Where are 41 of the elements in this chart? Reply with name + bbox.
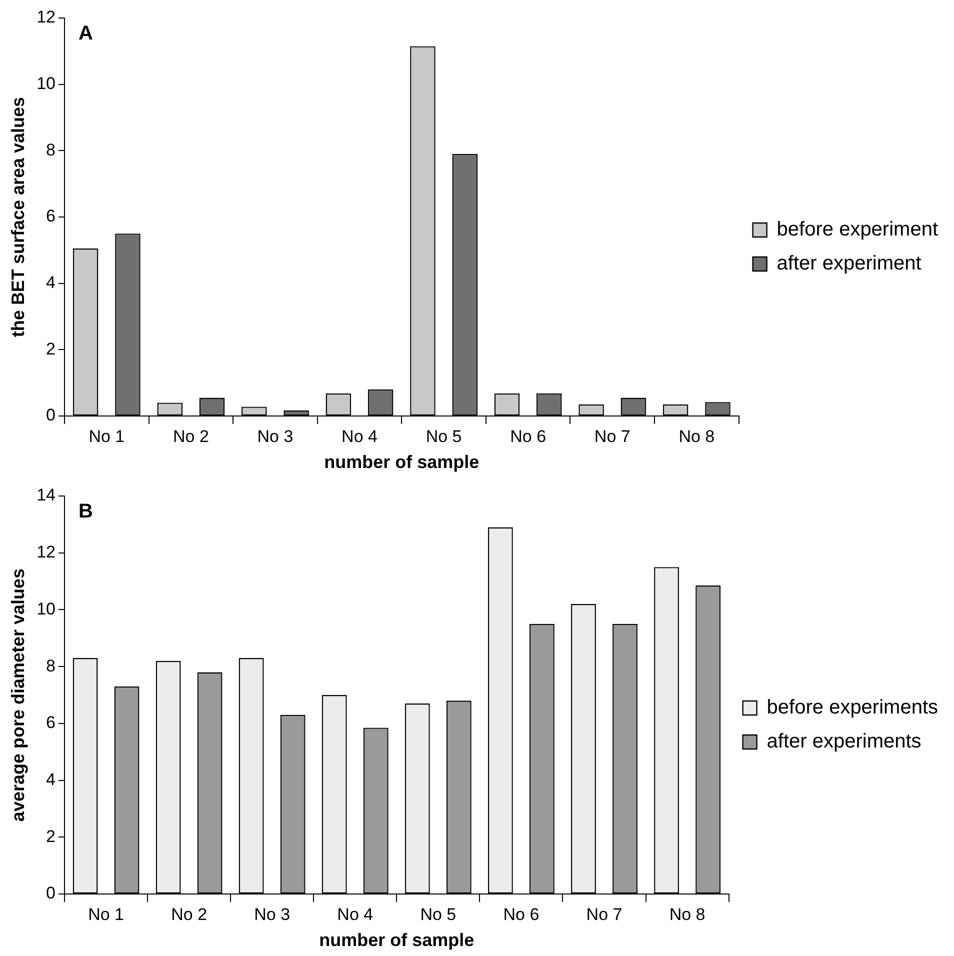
y-tick-label: 4 bbox=[46, 770, 56, 789]
y-tick-label: 14 bbox=[36, 486, 56, 505]
x-tick-label: No 5 bbox=[420, 904, 456, 924]
legend-label: after experiment bbox=[776, 252, 922, 275]
chart-title: A bbox=[78, 22, 93, 45]
x-tick-label: No 3 bbox=[254, 904, 290, 924]
y-tick-label: 10 bbox=[36, 74, 56, 94]
y-tick-label: 8 bbox=[46, 140, 56, 160]
y-tick-label: 2 bbox=[46, 339, 56, 358]
x-tick-label: No 2 bbox=[172, 426, 209, 446]
y-axis-title: the BET surface area values bbox=[8, 96, 28, 338]
x-axis-title: number of sample bbox=[319, 930, 474, 950]
x-tick-label: No 7 bbox=[594, 426, 630, 446]
y-tick-label: 2 bbox=[46, 826, 56, 846]
y-tick-label: 8 bbox=[46, 656, 56, 676]
x-tick-label: No 7 bbox=[586, 904, 622, 924]
x-axis-title: number of sample bbox=[324, 452, 480, 472]
legend-label: before experiment bbox=[776, 218, 938, 241]
y-axis-title: average pore diameter values bbox=[8, 568, 28, 822]
legend-label: after experiments bbox=[766, 730, 922, 753]
x-tick-label: No 3 bbox=[257, 426, 294, 446]
y-tick-label: 6 bbox=[46, 206, 56, 226]
x-tick-label: No 8 bbox=[669, 904, 706, 924]
x-tick-label: No 6 bbox=[503, 904, 540, 924]
x-tick-label: No 5 bbox=[426, 426, 462, 446]
x-tick-label: No 2 bbox=[171, 904, 208, 924]
y-tick-label: 12 bbox=[36, 542, 56, 562]
y-tick-label: 4 bbox=[46, 273, 56, 292]
y-tick-label: 6 bbox=[46, 713, 56, 732]
x-tick-label: No 8 bbox=[678, 426, 715, 446]
y-tick-label: 0 bbox=[46, 884, 56, 903]
y-tick-label: 10 bbox=[36, 599, 56, 618]
chart-title: B bbox=[78, 500, 93, 523]
x-tick-label: No 1 bbox=[88, 904, 124, 924]
y-tick-label: 12 bbox=[36, 8, 56, 27]
legend-label: before experiments bbox=[766, 696, 938, 719]
x-tick-label: No 4 bbox=[337, 904, 374, 924]
x-tick-label: No 1 bbox=[88, 426, 125, 446]
y-tick-label: 0 bbox=[46, 406, 56, 425]
x-tick-label: No 4 bbox=[342, 426, 378, 446]
x-tick-label: No 6 bbox=[510, 426, 546, 446]
